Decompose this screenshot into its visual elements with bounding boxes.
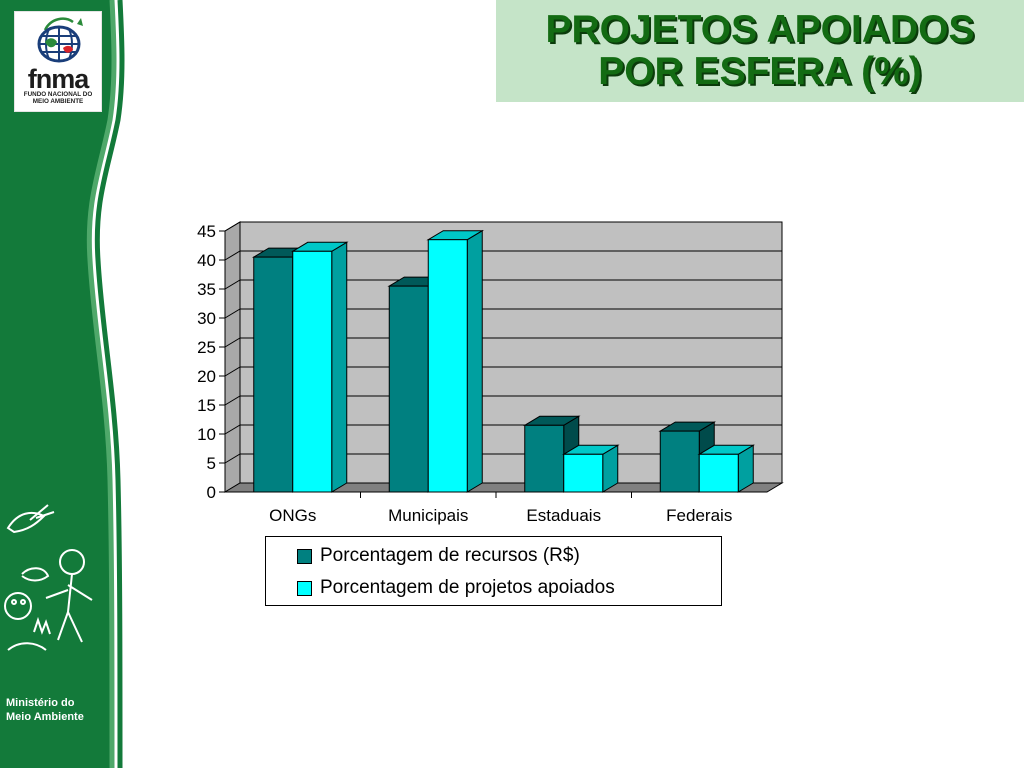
legend-item-projetos: Porcentagem de projetos apoiados xyxy=(297,573,615,603)
title-line2: POR ESFERA (%) xyxy=(598,50,922,93)
gridline xyxy=(224,424,782,435)
gridline xyxy=(224,308,782,319)
y-tick-label: 30 xyxy=(197,309,216,328)
ministry-line2: Meio Ambiente xyxy=(6,711,84,723)
children-drawing-icon xyxy=(4,504,93,651)
gridline xyxy=(224,221,782,232)
y-tick-label: 10 xyxy=(197,425,216,444)
globe-icon xyxy=(37,17,83,63)
x-category-label: Federais xyxy=(666,506,732,525)
sidebar-background xyxy=(0,0,125,768)
fnma-logo: fnma FUNDO NACIONAL DO MEIO AMBIENTE xyxy=(14,11,102,112)
bar xyxy=(427,239,468,493)
bar-chart: 0 5 10 15 20 25 30 35 40 45 ONGs Municipais Estaduai… xyxy=(197,221,784,525)
ministry-label: Ministério do Meio Ambiente xyxy=(6,696,116,724)
bar xyxy=(659,430,700,493)
y-tick-label: 20 xyxy=(197,367,216,386)
chart-legend: Porcentagem de recursos (R$) Porcentagem… xyxy=(265,536,722,606)
bar-side xyxy=(466,229,483,493)
logo-name: fnma xyxy=(27,64,90,94)
bar xyxy=(388,285,429,493)
gridline xyxy=(224,250,782,261)
y-tick-label: 15 xyxy=(197,396,216,415)
logo-subtitle-line1: FUNDO NACIONAL DO xyxy=(23,91,93,98)
legend-label-recursos: Porcentagem de recursos (R$) xyxy=(320,545,580,566)
y-tick-label: 25 xyxy=(197,338,216,357)
slide-title: PROJETOS APOIADOS POR ESFERA (%) xyxy=(496,0,1024,102)
y-tick-label: 0 xyxy=(207,483,216,502)
y-tick-label: 35 xyxy=(197,280,216,299)
bar xyxy=(524,424,565,493)
bar-side xyxy=(331,241,348,493)
legend-item-recursos: Porcentagem de recursos (R$) xyxy=(297,541,580,571)
legend-swatch-projetos xyxy=(297,580,312,596)
title-line1: PROJETOS APOIADOS xyxy=(545,8,975,51)
gridline xyxy=(224,337,782,348)
gridline xyxy=(224,279,782,290)
plot-side-wall xyxy=(224,221,241,493)
x-category-label: Municipais xyxy=(388,506,468,525)
x-category-label: Estaduais xyxy=(526,506,601,525)
y-tick-label: 40 xyxy=(197,251,216,270)
logo-subtitle: FUNDO NACIONAL DO MEIO AMBIENTE xyxy=(17,91,99,105)
legend-swatch-recursos xyxy=(297,548,312,564)
legend-label-projetos: Porcentagem de projetos apoiados xyxy=(320,577,615,598)
y-tick-label: 5 xyxy=(207,454,216,473)
bar xyxy=(698,453,739,493)
gridline xyxy=(224,366,782,377)
gridline xyxy=(224,395,782,406)
logo-subtitle-line2: MEIO AMBIENTE xyxy=(32,98,84,105)
y-tick-label: 45 xyxy=(197,222,216,241)
ministry-line1: Ministério do xyxy=(6,697,75,709)
x-category-label: ONGs xyxy=(269,506,316,525)
bar xyxy=(253,256,294,493)
bar xyxy=(292,250,333,493)
bar xyxy=(563,453,604,493)
